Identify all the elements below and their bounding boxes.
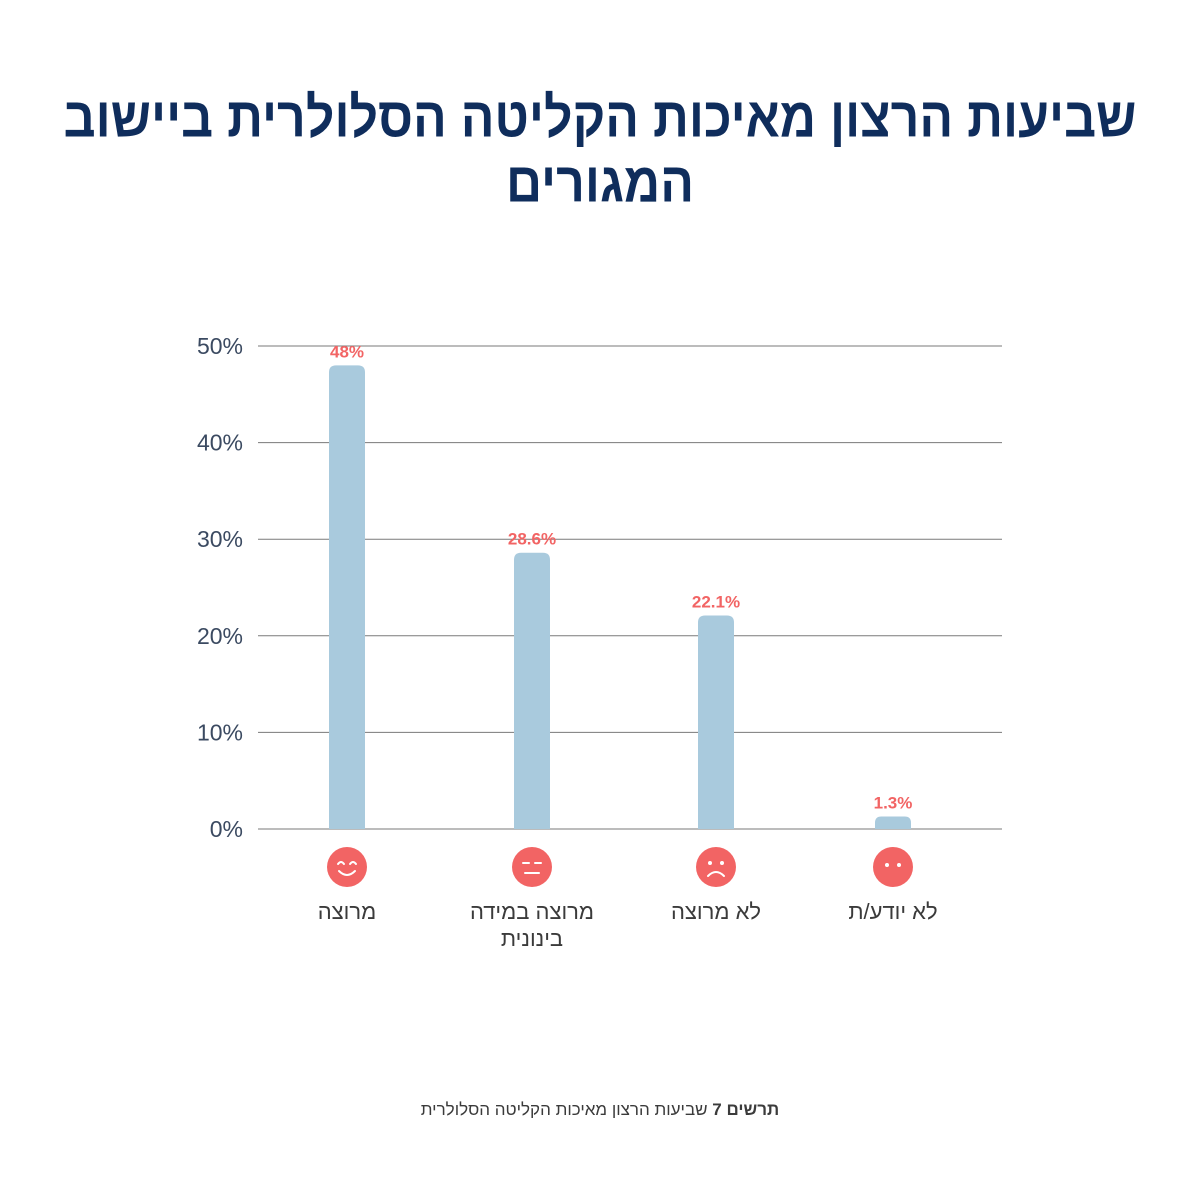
bar [698,615,734,829]
neutral-face-icon [511,846,553,888]
figure-caption: תרשים 7 שביעות הרצון מאיכות הקליטה הסלול… [0,1100,1200,1120]
category-label: מרוצה [247,898,447,925]
y-tick-label: 40% [197,430,243,456]
y-tick-label: 0% [210,816,243,842]
y-axis-ticks: 0% 10% 20% 30% 40% 50% [197,333,243,842]
value-labels: 48% 28.6% 22.1% 1.3% [330,342,912,812]
category-label-line: לא מרוצה [670,899,762,924]
bar [875,816,911,829]
category-label-line: מרוצה [317,899,377,924]
smiling-face-icon [326,846,368,888]
category-label: לא יודע/ת [793,898,993,925]
category-label-line: בינונית [500,926,564,951]
category-label: לא מרוצה [616,898,816,925]
bar-value-label: 28.6% [508,530,556,549]
blank-face-icon [872,846,914,888]
chart-title: שביעות הרצון מאיכות הקליטה הסלולרית בייש… [63,86,1137,214]
category-label-line: לא יודע/ת [848,899,938,924]
bar-value-label: 22.1% [692,593,740,612]
y-tick-label: 50% [197,333,243,359]
bar-value-label: 1.3% [874,793,913,812]
caption-text: שביעות הרצון מאיכות הקליטה הסלולרית [420,1100,708,1119]
category-label: מרוצה במידה בינונית [432,898,632,952]
bars [329,365,911,829]
bar-value-label: 48% [330,342,364,361]
grid-lines [258,345,1002,830]
sad-face-icon [695,846,737,888]
y-tick-label: 20% [197,623,243,649]
y-tick-label: 10% [197,719,243,745]
caption-prefix: תרשים 7 [712,1100,780,1119]
y-tick-label: 30% [197,526,243,552]
category-label-line: מרוצה במידה [469,899,595,924]
bar [514,552,550,829]
bar [329,365,365,829]
